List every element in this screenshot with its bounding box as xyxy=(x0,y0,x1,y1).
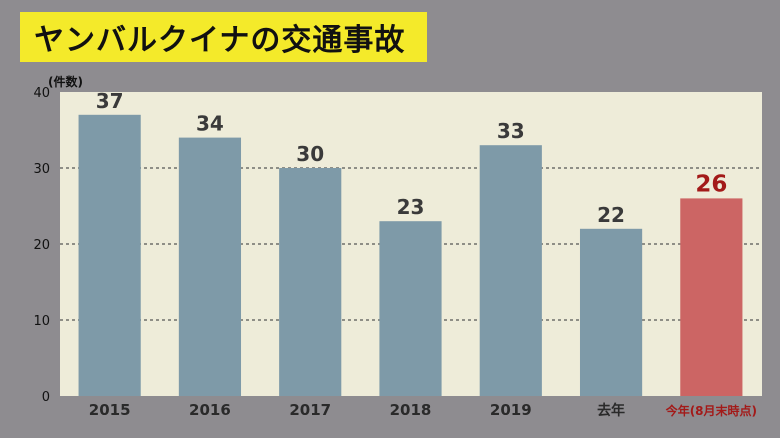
x-tick-label: 2017 xyxy=(289,401,331,419)
bar-value-label: 33 xyxy=(497,119,525,143)
x-tick-label: 2015 xyxy=(89,401,131,419)
bar xyxy=(279,168,342,396)
title-banner: ヤンバルクイナの交通事故 xyxy=(20,12,428,62)
y-tick-label: 40 xyxy=(33,86,50,101)
y-tick-label: 20 xyxy=(33,238,50,253)
bar-value-label: 22 xyxy=(597,203,625,227)
y-tick-label: 10 xyxy=(33,314,50,329)
x-tick-label: 2019 xyxy=(490,401,532,419)
chart-title: ヤンバルクイナの交通事故 xyxy=(34,23,406,58)
bar-value-label: 34 xyxy=(196,112,224,136)
bar xyxy=(178,137,242,396)
bar-value-label: 26 xyxy=(695,171,727,197)
y-tick-label: 0 xyxy=(42,390,50,405)
bar xyxy=(379,221,442,396)
x-tick-label: 2018 xyxy=(390,401,432,419)
bar xyxy=(579,228,643,396)
y-tick-label: 30 xyxy=(33,162,50,177)
bar xyxy=(479,145,542,396)
bar xyxy=(78,114,141,397)
x-tick-label: 今年(8月末時点) xyxy=(665,403,757,418)
x-tick-label: 去年 xyxy=(597,402,625,419)
x-tick-label: 2016 xyxy=(189,401,231,419)
bar-value-label: 30 xyxy=(296,142,324,166)
y-axis-label: (件数) xyxy=(48,74,83,89)
bar-value-label: 37 xyxy=(96,89,124,113)
bar xyxy=(680,198,743,396)
bar-value-label: 23 xyxy=(397,195,425,219)
